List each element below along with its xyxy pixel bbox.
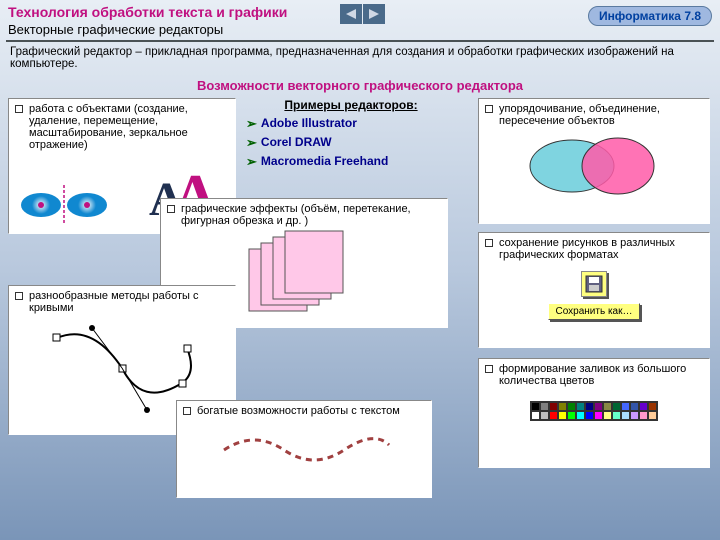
bullet-icon <box>183 407 191 415</box>
main-title-2: Векторные графические редакторы <box>8 22 223 37</box>
examples-title: Примеры редакторов: <box>246 98 456 112</box>
mirror-icon <box>19 183 109 227</box>
example-3: Macromedia Freehand <box>261 154 388 170</box>
example-2: Corel DRAW <box>261 135 332 151</box>
box-fills: формирование заливок из большого количес… <box>478 358 710 468</box>
bullet-icon <box>485 365 493 373</box>
page-badge: Информатика 7.8 <box>588 6 712 26</box>
save-as-button[interactable]: Сохранить как… <box>548 303 639 320</box>
stack-icon <box>239 229 369 317</box>
subheading: Возможности векторного графического реда… <box>0 78 720 93</box>
color-palette[interactable] <box>530 401 658 421</box>
bullet-icon <box>15 105 23 113</box>
bullet-icon <box>15 292 23 300</box>
arrow-icon: ➢ <box>246 135 257 151</box>
box-ordering: упорядочивание, объединение, пересечение… <box>478 98 710 224</box>
definition-text: Графический редактор – прикладная програ… <box>10 46 710 70</box>
bullet-icon <box>485 239 493 247</box>
box-save: сохранение рисунков в различных графичес… <box>478 232 710 348</box>
box6-text: формирование заливок из большого количес… <box>499 363 703 387</box>
bullet-icon <box>167 205 175 213</box>
box7-text: богатые возможности работы с текстом <box>197 405 400 417</box>
box5-text: разнообразные методы работы с кривыми <box>29 290 229 314</box>
box-text: богатые возможности работы с текстом <box>176 400 432 498</box>
arrow-icon: ➢ <box>246 116 257 132</box>
box3-text: графические эффекты (объём, перетекание,… <box>181 203 441 227</box>
example-1: Adobe Illustrator <box>261 116 357 132</box>
arrow-icon: ➢ <box>246 154 257 170</box>
overlap-icon <box>524 133 664 199</box>
prev-button[interactable] <box>340 4 362 24</box>
next-button[interactable] <box>363 4 385 24</box>
box4-text: сохранение рисунков в различных графичес… <box>499 237 703 261</box>
bullet-icon <box>485 105 493 113</box>
examples-block: Примеры редакторов: ➢Adobe Illustrator ➢… <box>246 98 456 173</box>
box2-text: упорядочивание, объединение, пересечение… <box>499 103 703 127</box>
divider <box>6 40 714 42</box>
main-title-1: Технология обработки текста и графики <box>8 4 287 20</box>
floppy-icon <box>581 271 607 297</box>
box1-text: работа с объектами (создание, удаление, … <box>29 103 229 151</box>
wavy-text-icon <box>214 425 394 465</box>
nav-arrows <box>340 4 385 24</box>
